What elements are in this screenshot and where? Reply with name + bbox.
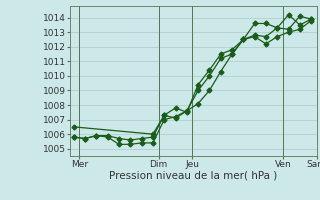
X-axis label: Pression niveau de la mer( hPa ): Pression niveau de la mer( hPa ) [109, 171, 278, 181]
